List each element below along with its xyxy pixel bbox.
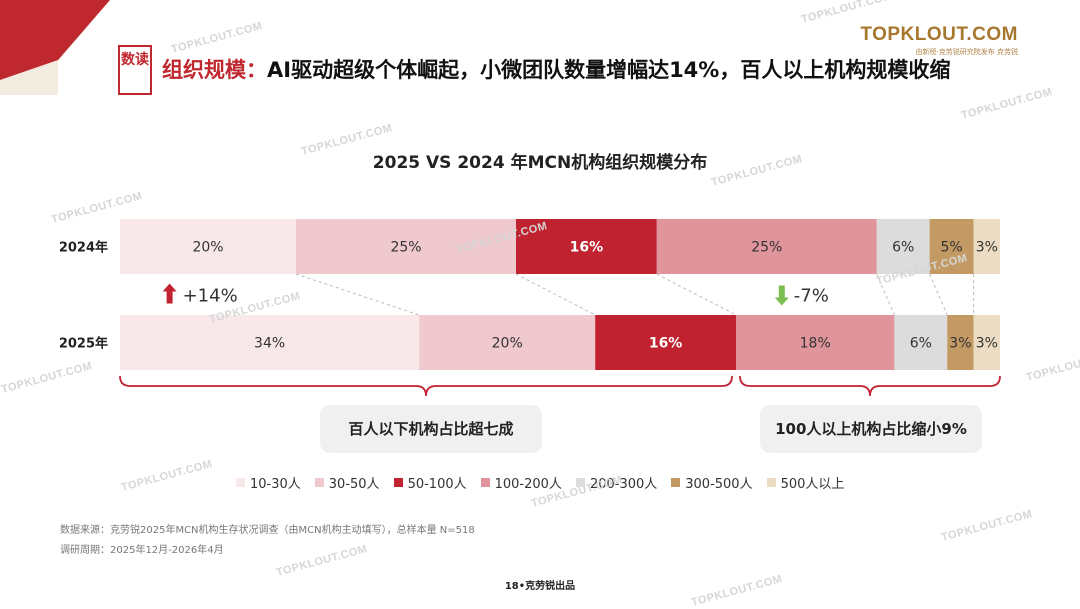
legend-label: 10-30人 <box>250 477 301 492</box>
brace-under-100 <box>119 375 733 397</box>
stacked-bar-chart: 20% 25% 16% 25% 6% 5% 3% 2024年 34% 20% 16% 18% 6% 3% 3… <box>59 219 1001 397</box>
legend-item: 200-300人 <box>575 473 658 492</box>
bar-segment <box>876 219 930 274</box>
chart-title: 2025 VS 2024 年MCN机构组织规模分布 <box>372 153 708 173</box>
connector-line <box>656 273 737 316</box>
brand-logo: TOPKLOUT.COM 由新榜·克劳锐研究院发布 克劳锐 <box>860 24 1018 57</box>
data-label: 18% <box>800 336 831 352</box>
bar-segment <box>120 315 420 370</box>
change-label: +14% <box>183 286 238 307</box>
legend-swatch <box>236 478 245 487</box>
callout-large-agencies: 100人以上机构占比缩小9% <box>760 405 982 453</box>
page-number: 18•克劳锐出品 <box>504 581 576 592</box>
title-highlight: 组织规模： <box>162 58 267 82</box>
legend-swatch <box>575 478 585 487</box>
bar-segment <box>973 219 1000 274</box>
data-label: 3% <box>949 336 971 352</box>
data-label: 5% <box>940 240 962 256</box>
arrow-up-icon <box>162 283 177 304</box>
bar-segment <box>419 315 596 370</box>
bar-segment <box>894 315 948 370</box>
legend-swatch <box>393 478 403 487</box>
brand-name: TOPKLOUT.COM <box>860 24 1018 45</box>
legend-label: 300-500人 <box>685 477 753 492</box>
legend-swatch <box>314 478 324 487</box>
bar-segment <box>973 315 1000 370</box>
bar-segment <box>296 219 516 274</box>
legend-label: 30-50人 <box>328 477 380 492</box>
category-label: 2025年 <box>59 336 108 352</box>
legend-swatch <box>480 478 490 487</box>
page-title: 组织规模：AI驱动超级个体崛起，小微团队数量增幅达14%，百人以上机构规模收缩 <box>162 54 950 84</box>
legend-label: 50-100人 <box>407 477 467 492</box>
legend-item: 10-30人 <box>236 473 301 492</box>
callout-small-agencies: 百人以下机构占比超七成 <box>320 405 542 453</box>
corner-decoration <box>0 0 110 95</box>
data-label: 20% <box>492 336 523 352</box>
data-label: 6% <box>892 240 914 256</box>
bar-segment <box>736 315 895 370</box>
connector-line <box>876 273 895 316</box>
data-label: 25% <box>751 240 782 256</box>
brace-over-100 <box>739 375 1001 397</box>
connector-line <box>929 273 948 316</box>
data-source-note: 数据来源：克劳锐2025年MCN机构生存状况调查（由MCN机构主动填写），总样本… <box>60 525 475 536</box>
data-label: 20% <box>192 240 223 256</box>
bar-segment <box>929 219 974 274</box>
legend-item: 30-50人 <box>314 473 380 492</box>
watermark: TOPKLOUT.COM <box>275 543 369 579</box>
data-label: 34% <box>254 336 285 352</box>
data-label: 25% <box>390 240 421 256</box>
legend-item: 300-500人 <box>671 473 753 492</box>
arrow-down-icon <box>774 285 789 306</box>
legend-label: 500人以上 <box>780 477 845 492</box>
legend-swatch <box>671 478 681 487</box>
bar-segment <box>516 219 657 274</box>
brand-tagline: 由新榜·克劳锐研究院发布 克劳锐 <box>915 48 1018 56</box>
legend-swatch <box>766 478 776 487</box>
data-label: 3% <box>976 336 998 352</box>
bar-segment <box>120 219 296 274</box>
survey-period-note: 调研周期：2025年12月-2026年4月 <box>60 545 224 556</box>
title-text: AI驱动超级个体崛起，小微团队数量增幅达14%，百人以上机构规模收缩 <box>267 58 951 82</box>
connector-line <box>295 273 420 316</box>
data-label: 3% <box>976 240 998 256</box>
chart-legend: 10-30人 30-50人 50-100人 100-200人 200-300人 300-5… <box>236 473 844 492</box>
bar-segment <box>656 219 877 274</box>
legend-label: 200-300人 <box>589 477 658 492</box>
legend-item: 500人以上 <box>766 473 845 492</box>
bar-segment <box>947 315 974 370</box>
data-label: 6% <box>910 336 932 352</box>
legend-item: 100-200人 <box>480 473 562 492</box>
bar-segment <box>595 315 736 370</box>
legend-item: 50-100人 <box>393 473 467 492</box>
connector-line <box>515 273 596 316</box>
category-label: 2024年 <box>59 240 108 256</box>
legend-label: 100-200人 <box>494 477 562 492</box>
change-label: -7% <box>794 286 829 307</box>
section-badge: 数读 <box>118 45 152 95</box>
data-label: 16% <box>570 240 604 256</box>
data-label: 16% <box>649 336 683 352</box>
watermark: TOPKLOUT.COM <box>940 508 1034 544</box>
